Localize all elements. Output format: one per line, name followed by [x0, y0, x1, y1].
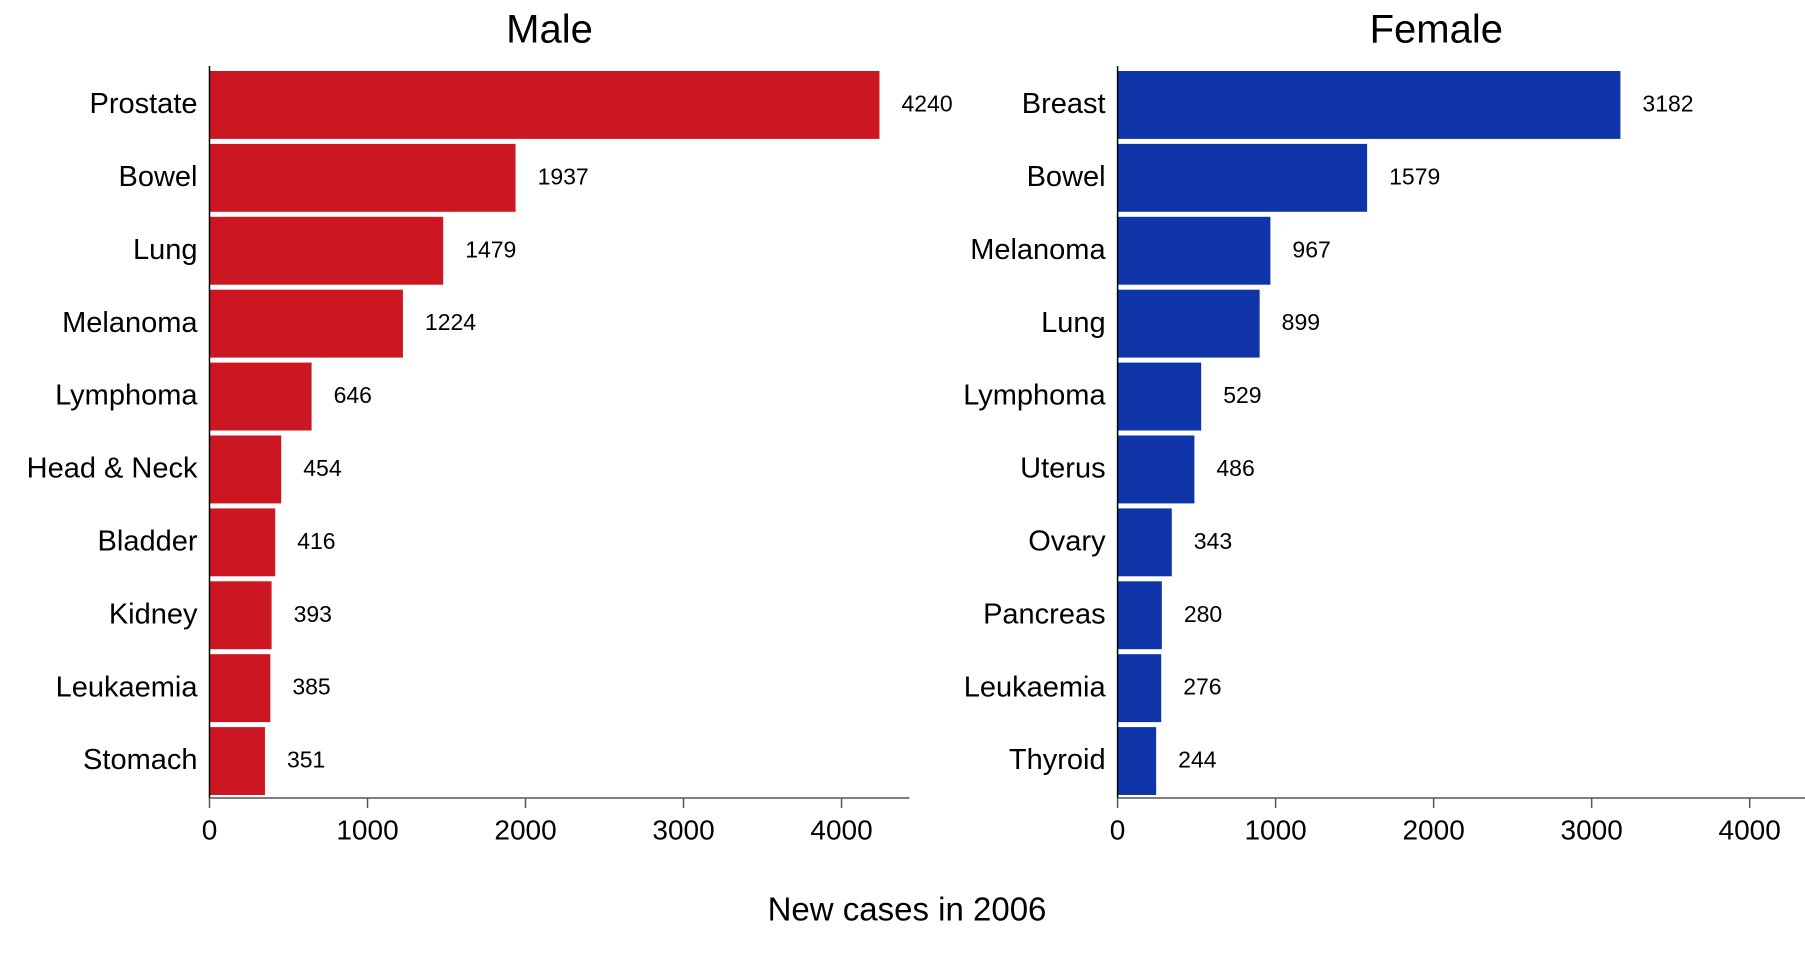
x-tick-label: 1000	[1244, 814, 1306, 845]
category-label: Leukaemia	[56, 671, 199, 703]
category-label: Melanoma	[970, 234, 1106, 266]
category-label: Bladder	[98, 526, 198, 558]
value-label: 646	[334, 382, 372, 408]
x-tick-label: 2000	[494, 814, 556, 845]
x-tick-label: 3000	[1561, 814, 1623, 845]
value-label: 351	[287, 747, 325, 773]
bar	[1117, 581, 1162, 650]
value-label: 280	[1184, 601, 1222, 627]
x-tick-label: 4000	[810, 814, 872, 845]
value-label: 899	[1282, 309, 1320, 335]
bar	[1117, 654, 1162, 723]
bar	[1117, 289, 1260, 358]
x-tick-label: 3000	[652, 814, 714, 845]
value-label: 244	[1178, 747, 1217, 773]
x-tick-label: 0	[1110, 814, 1126, 845]
bar	[209, 435, 282, 504]
category-label: Bowel	[1027, 161, 1106, 193]
bar	[1117, 508, 1172, 577]
x-tick-label: 4000	[1719, 814, 1781, 845]
category-label: Lymphoma	[55, 380, 198, 412]
value-label: 393	[294, 601, 332, 627]
value-label: 385	[292, 674, 330, 700]
bar	[209, 727, 265, 795]
value-label: 276	[1183, 674, 1221, 700]
category-label: Prostate	[90, 88, 198, 120]
category-label: Lung	[1041, 307, 1106, 339]
value-label: 454	[303, 455, 342, 481]
category-label: Breast	[1022, 88, 1106, 120]
category-label: Bowel	[119, 161, 198, 193]
x-tick-label: 0	[202, 814, 218, 845]
bar	[209, 71, 880, 139]
category-label: Leukaemia	[964, 671, 1107, 703]
chart-title: Female	[1370, 8, 1503, 52]
bar	[1117, 216, 1271, 285]
category-label: Pancreas	[983, 598, 1106, 630]
bar	[209, 289, 403, 358]
x-tick-label: 2000	[1402, 814, 1464, 845]
bar	[1117, 362, 1202, 431]
category-label: Head & Neck	[27, 453, 198, 485]
category-label: Melanoma	[62, 307, 198, 339]
bar	[1117, 143, 1368, 212]
bar	[209, 143, 516, 212]
category-label: Ovary	[1028, 526, 1106, 558]
category-label: Kidney	[109, 598, 198, 630]
category-label: Uterus	[1020, 453, 1105, 485]
bar	[209, 654, 271, 723]
bar	[209, 581, 272, 650]
bar	[209, 216, 444, 285]
x-axis-label: New cases in 2006	[768, 891, 1047, 928]
value-label: 1479	[465, 236, 516, 262]
x-tick-label: 1000	[336, 814, 398, 845]
chart-title: Male	[506, 8, 593, 52]
value-label: 529	[1223, 382, 1261, 408]
value-label: 967	[1292, 236, 1330, 262]
value-label: 4240	[901, 91, 952, 117]
category-label: Stomach	[83, 744, 197, 776]
category-label: Lymphoma	[963, 380, 1106, 412]
category-label: Thyroid	[1009, 744, 1106, 776]
category-label: Lung	[133, 234, 198, 266]
bar	[1117, 71, 1621, 139]
value-label: 1937	[538, 163, 589, 189]
bar	[209, 508, 276, 577]
value-label: 1224	[425, 309, 476, 335]
value-label: 343	[1194, 528, 1232, 554]
bar	[1117, 727, 1157, 795]
bar	[1117, 435, 1195, 504]
bar	[209, 362, 312, 431]
value-label: 486	[1216, 455, 1254, 481]
value-label: 416	[297, 528, 335, 554]
value-label: 3182	[1642, 91, 1693, 117]
value-label: 1579	[1389, 163, 1440, 189]
